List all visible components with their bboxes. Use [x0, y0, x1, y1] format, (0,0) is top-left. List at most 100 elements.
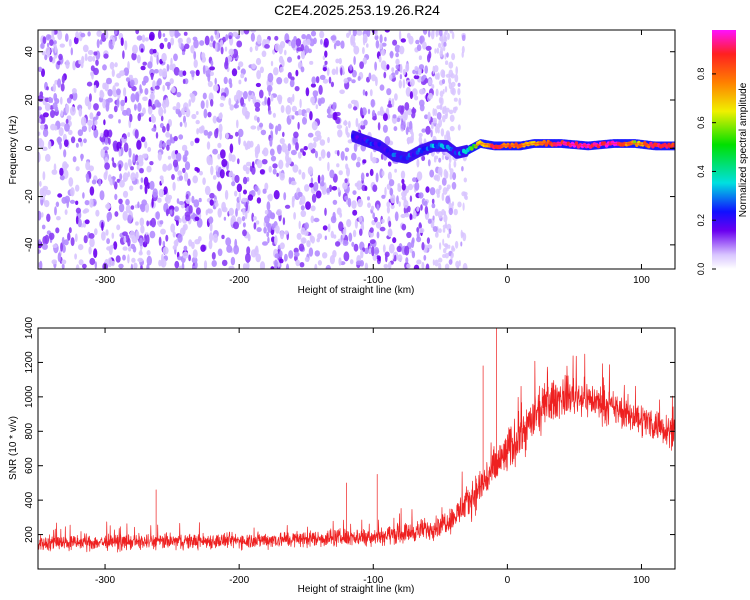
noise-blob	[70, 237, 75, 247]
noise-blob	[432, 117, 438, 124]
noise-blob	[57, 60, 61, 66]
noise-blob	[224, 60, 229, 70]
noise-blob	[425, 125, 431, 135]
noise-blob	[363, 37, 368, 42]
noise-blob	[74, 253, 77, 260]
noise-blob	[202, 92, 207, 100]
noise-blob	[173, 53, 178, 62]
colorbar-label: Normalized spectral amplitude	[738, 82, 749, 217]
spectrogram-marks	[38, 30, 675, 269]
noise-blob	[300, 49, 306, 60]
noise-blob	[233, 104, 239, 109]
noise-blob	[291, 105, 297, 112]
noise-blob	[53, 40, 57, 45]
noise-blob	[108, 129, 112, 138]
noise-blob	[332, 211, 336, 221]
noise-blob	[305, 38, 311, 46]
noise-blob	[254, 102, 261, 108]
noise-blob	[136, 54, 141, 64]
noise-blob	[246, 246, 251, 256]
noise-blob	[362, 47, 365, 55]
noise-blob	[310, 30, 317, 37]
colorbar-tick-label: 0.0	[696, 263, 706, 276]
noise-blob	[139, 184, 143, 190]
noise-blob	[179, 121, 183, 127]
noise-blob	[452, 106, 457, 114]
noise-blob	[448, 228, 452, 235]
noise-blob	[403, 199, 409, 209]
noise-blob	[160, 258, 167, 268]
noise-blob	[166, 144, 170, 151]
noise-blob	[255, 253, 261, 263]
snr-x-axis-label: Height of straight line (km)	[298, 584, 415, 595]
noise-blob	[56, 136, 63, 144]
noise-blob	[249, 140, 254, 148]
noise-blob	[297, 191, 303, 197]
noise-blob	[181, 262, 185, 269]
noise-blob	[340, 40, 345, 49]
noise-blob	[284, 253, 288, 262]
noise-blob	[396, 245, 402, 253]
noise-blob	[397, 254, 403, 262]
noise-blob	[367, 202, 371, 208]
noise-blob	[438, 257, 443, 263]
noise-blob	[59, 167, 64, 176]
noise-blob	[264, 96, 267, 105]
noise-blob	[457, 82, 461, 87]
noise-blob	[75, 264, 80, 269]
noise-blob	[438, 42, 442, 49]
noise-blob	[80, 116, 87, 127]
snr-frame	[37, 327, 676, 570]
noise-blob	[349, 64, 353, 71]
noise-blob	[122, 50, 125, 60]
noise-blob	[318, 98, 322, 107]
noise-blob	[198, 126, 204, 134]
noise-blob	[425, 263, 430, 269]
noise-blob	[383, 71, 387, 79]
noise-blob	[122, 231, 128, 236]
noise-blob	[287, 72, 292, 79]
noise-blob	[370, 205, 375, 211]
colorbar-tick-label: 0.8	[696, 68, 706, 81]
noise-blob	[92, 55, 96, 62]
noise-blob	[285, 105, 292, 115]
noise-blob	[331, 186, 338, 191]
noise-blob	[237, 128, 244, 138]
noise-blob	[116, 224, 121, 231]
noise-blob	[123, 236, 127, 244]
noise-blob	[443, 214, 448, 223]
noise-blob	[196, 128, 200, 135]
noise-blob	[139, 84, 142, 92]
noise-blob	[421, 261, 425, 269]
noise-blob	[128, 147, 132, 158]
noise-blob	[256, 70, 261, 80]
noise-blob	[75, 207, 81, 214]
noise-blob	[285, 263, 290, 269]
noise-blob	[319, 139, 326, 146]
noise-blob	[136, 161, 139, 166]
noise-blob	[61, 75, 65, 84]
noise-blob	[416, 231, 420, 239]
noise-blob	[75, 31, 79, 39]
noise-blob	[111, 69, 115, 77]
noise-blob	[82, 209, 88, 214]
noise-blob	[58, 53, 63, 61]
noise-blob	[255, 220, 260, 225]
noise-blob	[210, 60, 214, 67]
noise-blob	[405, 257, 409, 264]
noise-blob	[434, 208, 439, 217]
noise-blob	[445, 170, 449, 179]
noise-blob	[116, 73, 122, 79]
noise-blob	[247, 194, 254, 201]
noise-blob	[136, 35, 143, 41]
noise-blob	[337, 187, 340, 193]
noise-blob	[67, 232, 71, 241]
noise-blob	[178, 265, 183, 269]
noise-blob	[363, 33, 368, 39]
noise-blob	[81, 125, 87, 132]
noise-blob	[394, 211, 399, 222]
noise-blob	[174, 32, 181, 37]
noise-blob	[87, 50, 94, 55]
noise-blob	[144, 88, 149, 95]
noise-blob	[322, 67, 327, 72]
